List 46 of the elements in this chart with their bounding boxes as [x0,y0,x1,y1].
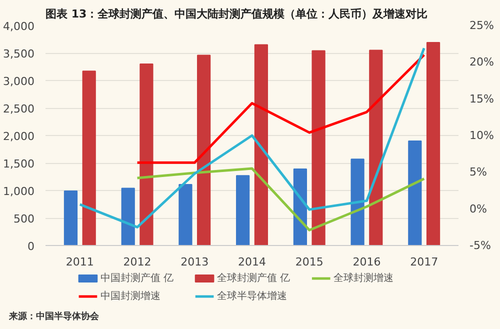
x-tick-label: 2011 [66,256,94,268]
x-tick-label: 2017 [410,256,438,268]
legend-label: 全球半导体增速 [217,290,288,302]
bar [121,188,135,246]
source-note: 来源：中国半导体协会 [9,311,99,324]
x-tick-label: 2012 [123,256,152,268]
line-series [136,54,426,164]
line-series [136,167,426,232]
bar [369,50,383,246]
y-tick-label: 2,500 [3,102,35,116]
x-tick-label: 2016 [352,256,381,268]
chart-title: 图表 13：全球封测产值、中国大陆封测产值规模（单位：人民币）及增速对比 [46,8,428,20]
y-tick-label: 1,000 [3,185,35,198]
y-tick-label: 500 [14,212,35,226]
y2-tick-label: 15% [470,92,494,106]
legend-label: 中国封测增速 [100,290,160,302]
y-tick-label: 3,000 [3,75,35,88]
bar [140,64,154,246]
y2-tick-label: 0% [470,202,487,216]
x-tick-label: 2014 [238,256,266,268]
line-series [78,46,426,228]
y-tick-label: 4,000 [3,20,35,33]
bar [64,190,78,246]
y-tick-label: 0 [28,240,34,253]
bar [312,50,326,246]
bar [236,175,250,246]
bar [197,54,211,246]
bar [426,42,440,246]
bar [254,44,268,246]
y-tick-label: 2,000 [3,130,35,143]
legend-label: 中国封测产值 亿 [100,272,174,284]
y2-tick-label: 25% [470,19,494,32]
bar [408,140,422,246]
x-tick-label: 2015 [295,256,324,268]
legend-label: 全球封测产值 亿 [217,272,290,284]
y2-tick-label: 20% [470,56,494,69]
bar [178,184,192,246]
legend-label: 全球封测增速 [334,272,394,284]
y2-tick-label: 10% [470,129,494,142]
y-tick-label: 3,500 [3,48,35,60]
y2-tick-label: -5% [470,239,491,252]
bar [82,70,96,246]
y-tick-label: 1,500 [3,158,35,170]
bar [350,158,364,246]
x-tick-label: 2013 [180,256,209,268]
y2-tick-label: 5% [470,166,487,179]
